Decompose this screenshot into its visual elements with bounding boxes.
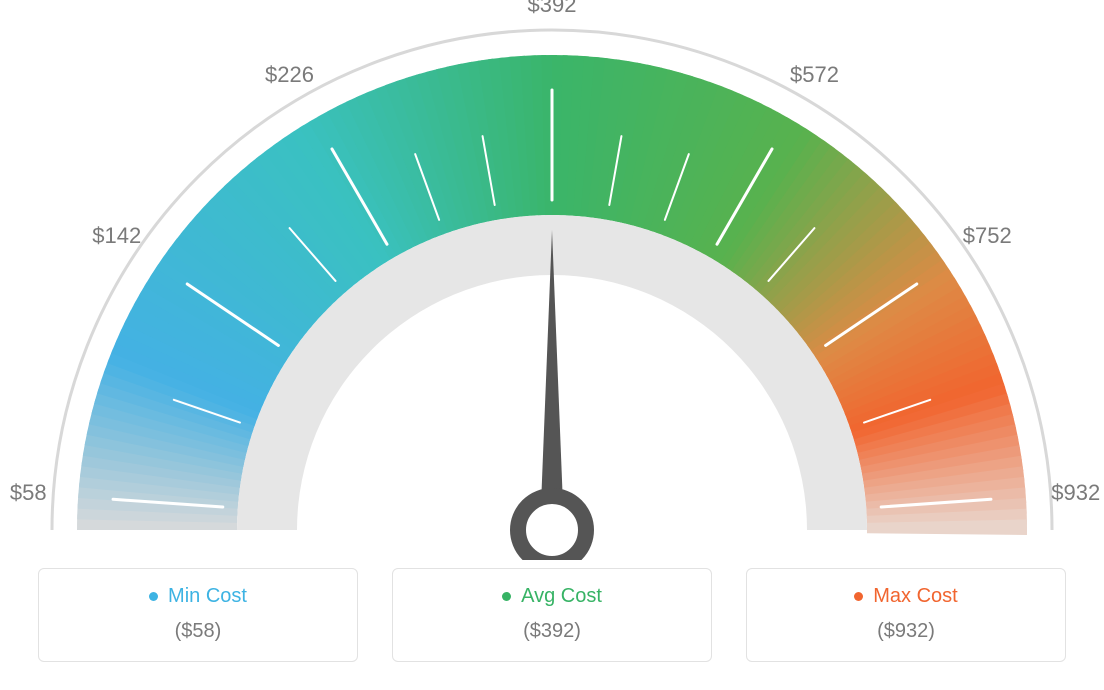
gauge-svg: [0, 0, 1104, 560]
legend-title-min: Min Cost: [149, 585, 247, 608]
legend-title-max: Max Cost: [854, 585, 957, 608]
gauge-tick-label: $572: [790, 62, 839, 88]
gauge-tick-label: $752: [963, 223, 1012, 249]
legend-value-min: ($58): [49, 620, 347, 643]
gauge-tick-label: $392: [528, 0, 577, 18]
gauge-tick-label: $932: [1051, 480, 1100, 506]
legend-title-avg: Avg Cost: [502, 585, 602, 608]
legend-row: Min Cost ($58) Avg Cost ($392) Max Cost …: [0, 560, 1104, 662]
legend-card-avg: Avg Cost ($392): [392, 568, 712, 662]
gauge-tick-label: $58: [10, 480, 47, 506]
legend-value-max: ($932): [757, 620, 1055, 643]
gauge-tick-label: $142: [92, 223, 141, 249]
gauge-tick-label: $226: [265, 62, 314, 88]
legend-card-min: Min Cost ($58): [38, 568, 358, 662]
gauge-hub: [518, 496, 586, 560]
gauge-chart: $58 $142 $226 $392 $572 $752 $932: [0, 0, 1104, 560]
legend-value-avg: ($392): [403, 620, 701, 643]
legend-card-max: Max Cost ($932): [746, 568, 1066, 662]
